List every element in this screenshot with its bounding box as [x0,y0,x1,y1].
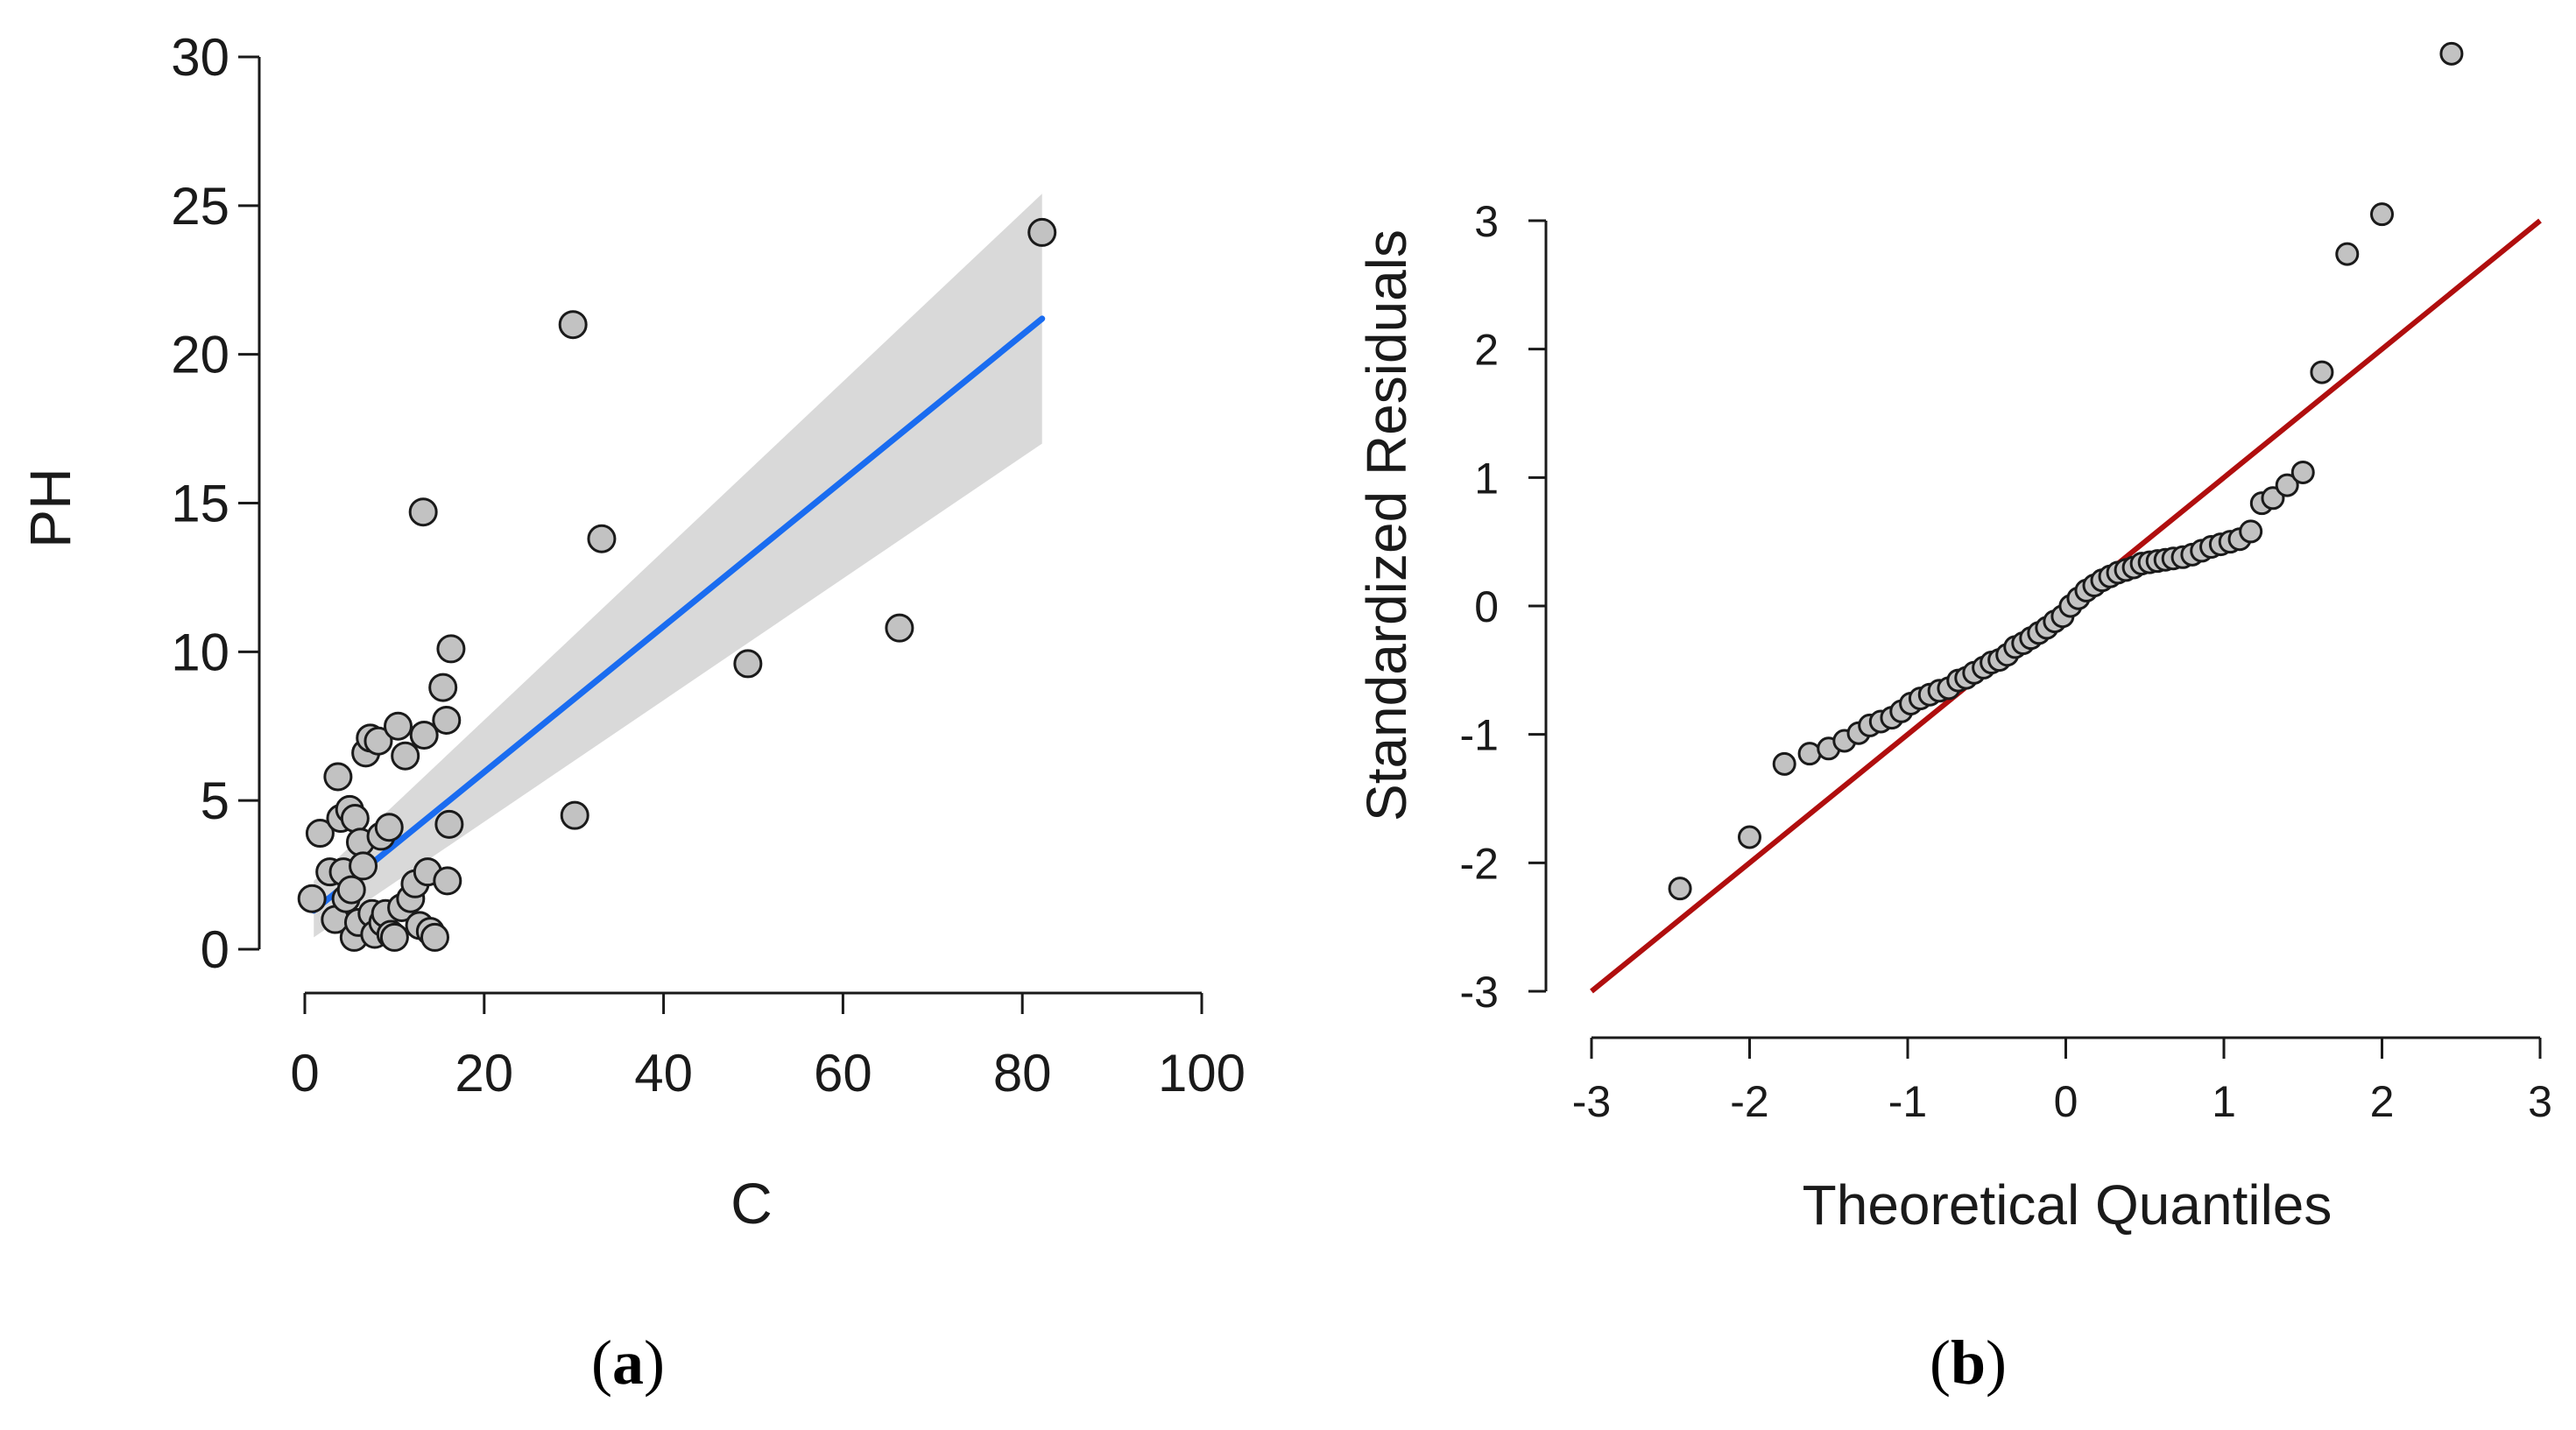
x-tick-label: 80 [993,1044,1052,1102]
panel-b-label: (b) [1930,1328,2007,1398]
y-tick-label: 0 [1474,582,1499,631]
data-point [2239,519,2263,544]
data-point [587,524,617,553]
x-tick-label: -3 [1572,1077,1611,1126]
data-point [2290,460,2315,484]
data-point [2275,473,2299,497]
y-tick-label: 10 [171,623,229,681]
x-tick-label: 3 [2528,1077,2552,1126]
panel-a-axes: 0 5 10 15 20 25 30 0 20 40 60 80 100 [171,28,1246,1102]
data-point [558,310,588,340]
panel-b-qq-plot: -3 -2 -1 0 1 2 3 -3 -2 -1 0 1 2 3 Standardized Residu… [1355,41,2552,1398]
data-point [1668,877,1692,901]
data-point [323,762,353,792]
data-point [885,613,914,643]
panel-a-label: (a) [591,1328,665,1398]
y-tick-label: 5 [201,771,229,830]
panel-b-label-letter: b [1951,1328,1986,1398]
data-point [349,851,378,881]
data-point [2439,41,2464,66]
x-tick-label: -1 [1888,1077,1927,1126]
y-tick-label: 15 [171,475,229,533]
y-tick-label: 30 [171,28,229,87]
data-point [340,804,370,834]
data-point [733,649,763,679]
panel-a-points [297,217,1057,952]
y-tick-label: 0 [201,920,229,979]
x-tick-label: 20 [455,1044,513,1102]
y-tick-label: 25 [171,177,229,236]
panel-b-y-axis-title: Standardized Residuals [1355,229,1418,821]
regression-line-layer [310,315,1046,914]
data-point [383,711,413,741]
data-point [297,884,327,913]
data-point [363,726,393,756]
x-tick-label: -2 [1730,1077,1768,1126]
y-tick-label: -2 [1460,839,1499,888]
data-point [428,673,458,702]
y-tick-label: 2 [1474,326,1499,375]
x-tick-label: 2 [2370,1077,2395,1126]
confidence-band [314,194,1042,938]
data-point [391,741,420,771]
x-tick-label: 0 [290,1044,319,1102]
y-tick-label: -3 [1460,968,1499,1017]
confidence-band-layer [314,194,1042,938]
panel-b-axes: -3 -2 -1 0 1 2 3 -3 -2 -1 0 1 2 3 [1460,197,2552,1126]
data-point [433,866,462,896]
y-tick-label: -1 [1460,711,1499,760]
panel-b-points [1668,41,2464,901]
y-tick-label: 3 [1474,197,1499,246]
data-point [560,800,589,830]
data-point [305,819,335,849]
data-point [408,497,438,527]
x-tick-label: 1 [2212,1077,2236,1126]
x-tick-label: 40 [634,1044,693,1102]
data-point [409,720,439,750]
data-point [420,922,449,952]
data-point [2335,242,2360,266]
data-point [1027,217,1057,247]
y-tick-label: 1 [1474,454,1499,503]
data-point [434,809,464,839]
x-tick-label: 0 [2054,1077,2078,1126]
x-tick-label: 100 [1158,1044,1246,1102]
data-point [374,813,404,842]
panel-a-scatter-plot: 0 5 10 15 20 25 30 0 20 40 60 80 100 PH C (a) [18,28,1246,1398]
data-point [432,705,462,735]
panel-a-y-axis-title: PH [18,468,82,548]
data-point [2310,360,2334,384]
x-tick-label: 60 [814,1044,872,1102]
data-point [336,875,366,905]
panel-b-x-axis-title: Theoretical Quantiles [1803,1173,2333,1236]
data-point [379,922,409,952]
data-point [1738,825,1761,849]
panel-a-x-axis-title: C [730,1171,773,1236]
panel-a-label-letter: a [612,1328,644,1398]
regression-line [310,315,1046,914]
y-tick-label: 20 [171,326,229,384]
data-point [2370,202,2394,227]
data-point [1772,751,1796,776]
data-point [436,634,466,664]
